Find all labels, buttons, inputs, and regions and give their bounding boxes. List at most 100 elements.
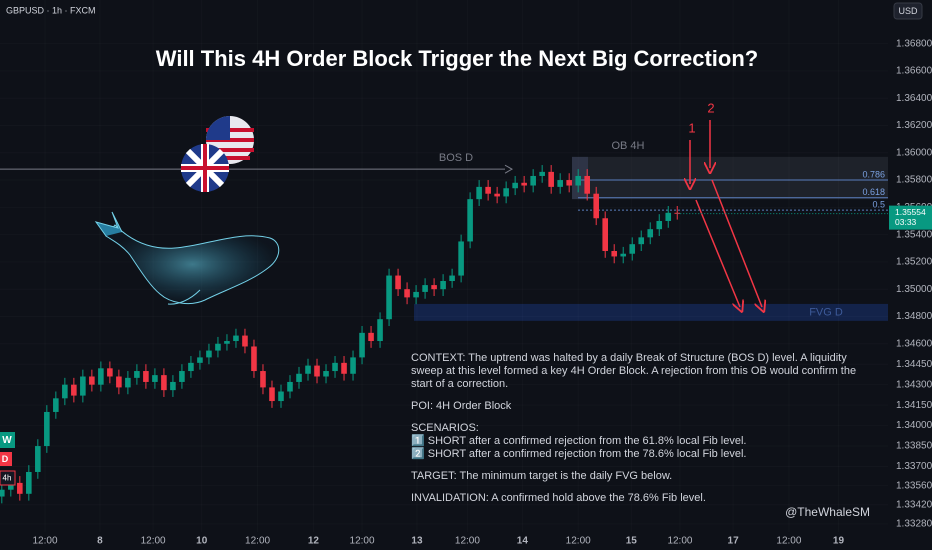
y-tick-label: 1.36400 — [896, 93, 932, 104]
candle-body — [503, 188, 509, 197]
candle-body — [170, 381, 176, 391]
candle-body — [179, 371, 185, 382]
candle-body — [8, 482, 14, 490]
candle-body — [296, 373, 302, 382]
note-scenario: 2️⃣ SHORT after a confirmed rejection fr… — [411, 448, 747, 460]
candle-body — [161, 375, 167, 391]
candle-body — [0, 489, 5, 497]
order-block — [572, 156, 888, 200]
badge — [0, 432, 15, 448]
x-tick-label: 10 — [196, 536, 208, 547]
candle-body — [98, 368, 104, 385]
candle-body — [116, 376, 122, 388]
fvg-label: FVG D — [809, 306, 843, 318]
x-tick-label: 14 — [517, 536, 529, 547]
candle-body — [359, 332, 365, 358]
y-tick-label: 1.33420 — [896, 499, 932, 510]
x-tick-label: 12:00 — [776, 536, 801, 547]
candle-body — [395, 275, 401, 290]
uk-flag — [181, 144, 229, 192]
candle-body — [233, 335, 239, 342]
candle-body — [134, 371, 140, 378]
candle-body — [314, 365, 320, 377]
candle-body — [665, 212, 672, 221]
candle-body — [188, 362, 194, 372]
last-price-label: 1.35554 — [895, 207, 926, 217]
currency-button[interactable] — [893, 2, 923, 20]
candle-body — [53, 398, 59, 412]
note-poi: POI: 4H Order Block — [411, 400, 512, 412]
y-tick-label: 1.33850 — [896, 441, 932, 452]
note-target: TARGET: The minimum target is the daily … — [411, 470, 673, 482]
candle-body — [107, 368, 113, 377]
currency-label[interactable]: USD — [898, 6, 918, 16]
candle-body — [593, 193, 599, 219]
badge — [0, 470, 16, 486]
candle-body — [404, 289, 410, 298]
axes: 1.36800 1.36600 1.36400 1.36200 1.36000 1.358… — [33, 38, 932, 547]
whale-illustration — [94, 211, 280, 305]
x-tick-label: 8 — [97, 536, 103, 547]
candle-body — [494, 193, 500, 197]
candle-body — [26, 471, 32, 494]
fib-label: 0.5 — [872, 199, 885, 209]
watermark: @TheWhaleSM — [785, 505, 870, 519]
y-tick-label: 1.34000 — [896, 420, 932, 431]
candle-body — [287, 381, 293, 392]
candle-body — [431, 285, 437, 290]
candle-body — [350, 357, 356, 374]
x-tick-label: 12:00 — [455, 536, 480, 547]
candle-body — [548, 171, 554, 187]
badge — [0, 452, 12, 466]
y-tick-label: 1.34300 — [896, 379, 932, 390]
x-tick-label: 12:00 — [245, 536, 270, 547]
y-tick-label: 1.35800 — [896, 175, 932, 186]
candle-body — [602, 218, 609, 251]
note-scenario: 1️⃣ SHORT after a confirmed rejection fr… — [411, 435, 747, 447]
bos-label: BOS D — [439, 152, 473, 164]
candle-body — [341, 362, 347, 374]
x-tick-label: 17 — [728, 536, 740, 547]
candle-body — [476, 186, 482, 200]
candle-body — [674, 212, 681, 214]
candle-body — [242, 335, 248, 347]
candle-body — [62, 384, 68, 399]
candle-body — [530, 175, 536, 186]
candle-body — [656, 220, 663, 230]
bos-arrowhead — [504, 164, 514, 174]
candle-body — [80, 376, 86, 396]
candle-body — [467, 199, 473, 242]
y-tick-label: 1.35000 — [896, 284, 932, 295]
candle-body — [368, 332, 374, 342]
x-tick-label: 12:00 — [667, 536, 692, 547]
fib-label: 0.786 — [862, 169, 885, 179]
candle-body — [449, 275, 455, 282]
scenario-arrows — [690, 120, 762, 307]
candle-body — [566, 180, 572, 186]
candle-body — [278, 391, 284, 402]
candle-body — [215, 343, 221, 351]
candles — [0, 165, 681, 504]
candle-body — [44, 411, 50, 447]
scenario-marker: 2 — [707, 100, 714, 115]
candle-body — [611, 250, 618, 257]
candle-body — [332, 362, 338, 372]
x-tick-label: 12:00 — [566, 536, 591, 547]
y-tick-label: 1.34450 — [896, 359, 932, 370]
candle-body — [557, 180, 563, 187]
x-tick-label: 12:00 — [33, 536, 58, 547]
chart-title: Will This 4H Order Block Trigger the Nex… — [156, 46, 758, 71]
candle-body — [269, 387, 275, 402]
candle-body — [17, 482, 23, 494]
candle-body — [512, 182, 518, 189]
candle-body — [224, 341, 230, 344]
badge-label: W — [2, 435, 12, 446]
badge-label: 4h — [3, 474, 12, 483]
candle-body — [89, 376, 95, 385]
candle-body — [521, 182, 527, 186]
x-tick-label: 12:00 — [141, 536, 166, 547]
candle-body — [152, 375, 158, 382]
candle-body — [125, 377, 131, 388]
y-tick-label: 1.34600 — [896, 338, 932, 349]
candle-body — [485, 186, 491, 194]
